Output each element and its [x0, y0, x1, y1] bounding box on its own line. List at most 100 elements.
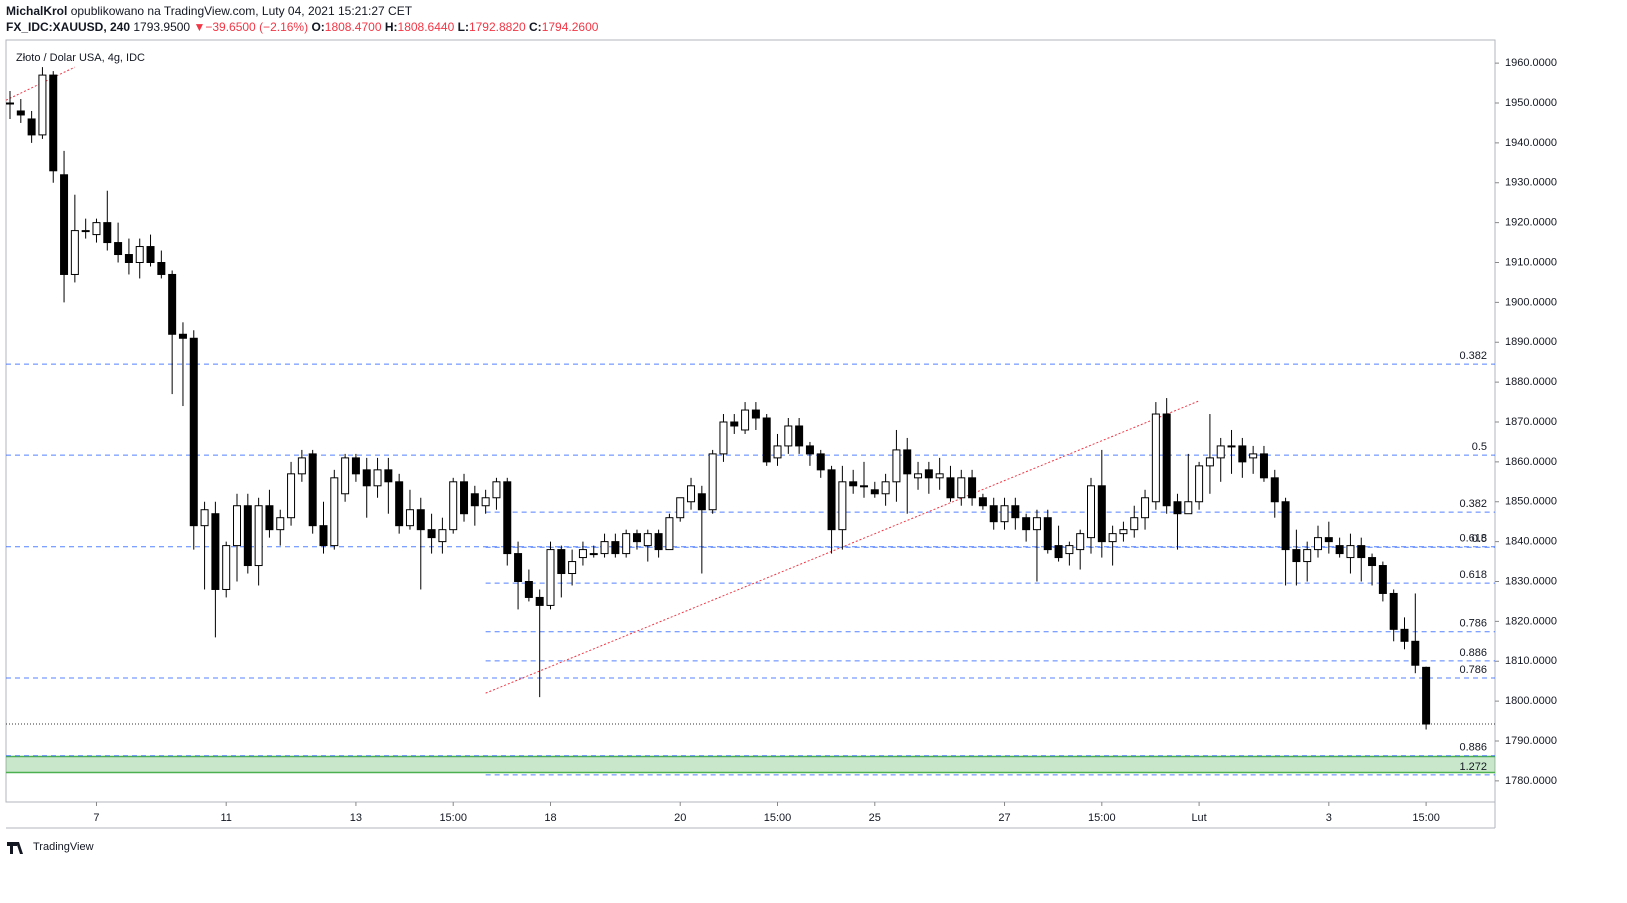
candle-body — [1195, 465, 1204, 503]
candle-body — [654, 533, 663, 551]
fib-label: 0.382 — [1459, 498, 1487, 510]
candle-body — [957, 477, 966, 499]
candle-body — [1378, 565, 1387, 594]
candle-body — [449, 481, 458, 531]
candle-body — [70, 230, 79, 275]
candle-body — [265, 505, 274, 531]
candle-body — [870, 489, 879, 495]
l-label: L: — [458, 20, 469, 34]
candle-body — [741, 409, 750, 431]
candle-body — [676, 497, 685, 519]
candle-body — [946, 477, 955, 499]
candle-body — [373, 469, 382, 487]
candle-body — [427, 529, 436, 539]
candle-body — [492, 481, 501, 499]
candle-body — [6, 102, 14, 105]
y-tick-label: 1830.0000 — [1505, 575, 1557, 587]
candle-body — [1173, 501, 1182, 515]
y-tick-label: 1800.0000 — [1505, 695, 1557, 707]
y-tick-label: 1790.0000 — [1505, 735, 1557, 747]
candle-body — [308, 453, 317, 527]
candle-body — [773, 445, 782, 459]
candle-body — [1119, 529, 1128, 535]
x-tick-label: 3 — [1326, 812, 1332, 824]
candle-body — [859, 485, 868, 488]
candle-body — [384, 469, 393, 483]
candle-body — [49, 74, 58, 172]
candle-body — [168, 273, 177, 335]
candle-body — [697, 493, 706, 511]
candle-body — [524, 580, 533, 598]
candle-body — [784, 425, 793, 447]
y-tick-label: 1940.0000 — [1505, 137, 1557, 149]
candle-body — [622, 533, 631, 555]
candle-body — [222, 545, 231, 590]
candle-body — [1108, 533, 1117, 543]
x-tick-label: 20 — [674, 812, 686, 824]
candle-body — [416, 509, 425, 531]
candle-body — [514, 553, 523, 582]
candle-body — [276, 517, 285, 531]
candle-body — [135, 246, 144, 263]
x-tick-label: 15:00 — [1412, 812, 1440, 824]
candle-body — [211, 513, 220, 590]
fib-label: 0.618 — [1459, 533, 1487, 545]
candle-body — [1011, 505, 1020, 519]
y-tick-label: 1820.0000 — [1505, 615, 1557, 627]
candle-body — [632, 533, 641, 543]
fib-label: 0.786 — [1459, 664, 1487, 676]
candle-body — [1259, 453, 1268, 479]
x-tick-label: 15:00 — [1088, 812, 1116, 824]
candle-body — [719, 421, 728, 455]
candle-body — [92, 222, 101, 236]
y-tick-label: 1920.0000 — [1505, 217, 1557, 229]
candle-body — [1270, 477, 1279, 503]
candle-body — [978, 497, 987, 507]
candle-body — [968, 477, 977, 499]
candle-body — [1292, 549, 1301, 563]
candle-body — [762, 417, 771, 463]
fib-label: 0.5 — [1472, 533, 1487, 545]
candle-body — [1346, 545, 1355, 559]
candle-body — [1162, 413, 1171, 507]
symbol-line: FX_IDC:XAUUSD, 240 1793.9500 ▼−39.6500 (… — [6, 20, 599, 34]
candle-body — [924, 469, 933, 479]
candle-body — [405, 509, 414, 527]
c: 1794.2600 — [542, 20, 599, 34]
candle-body — [60, 174, 69, 275]
candle-body — [1335, 545, 1344, 555]
symbol: FX_IDC:XAUUSD, 240 — [6, 20, 130, 34]
candle-body — [438, 529, 447, 543]
y-tick-label: 1850.0000 — [1505, 496, 1557, 508]
candle-body — [27, 118, 36, 136]
candle-body — [1022, 517, 1031, 531]
x-tick-label: 27 — [998, 812, 1010, 824]
y-tick-label: 1960.0000 — [1505, 57, 1557, 69]
last: 1793.9500 — [133, 20, 190, 34]
candle-body — [1368, 557, 1377, 567]
y-tick-label: 1840.0000 — [1505, 536, 1557, 548]
candle-body — [535, 596, 544, 606]
candle-body — [330, 477, 339, 547]
candle-body — [1032, 517, 1041, 531]
x-tick-label: 25 — [869, 812, 881, 824]
header: MichalKrol opublikowano na TradingView.c… — [6, 4, 413, 18]
x-tick-label: 11 — [220, 812, 231, 824]
candle-body — [503, 481, 512, 555]
x-tick-label: 18 — [544, 812, 556, 824]
candle-body — [189, 337, 198, 527]
x-tick-label: 15:00 — [439, 812, 467, 824]
candle-body — [81, 230, 90, 233]
candle-body — [849, 481, 858, 487]
c-label: C: — [529, 20, 542, 34]
candle-body — [589, 553, 598, 556]
brand: TradingView — [33, 841, 94, 853]
candle-body — [157, 261, 166, 275]
candle-body — [892, 449, 901, 483]
candle-body — [600, 541, 609, 555]
l: 1792.8820 — [469, 20, 526, 34]
candle-body — [1205, 457, 1214, 467]
candle-body — [805, 445, 814, 455]
fib-label: 0.886 — [1459, 742, 1487, 754]
candle-body — [881, 481, 890, 495]
